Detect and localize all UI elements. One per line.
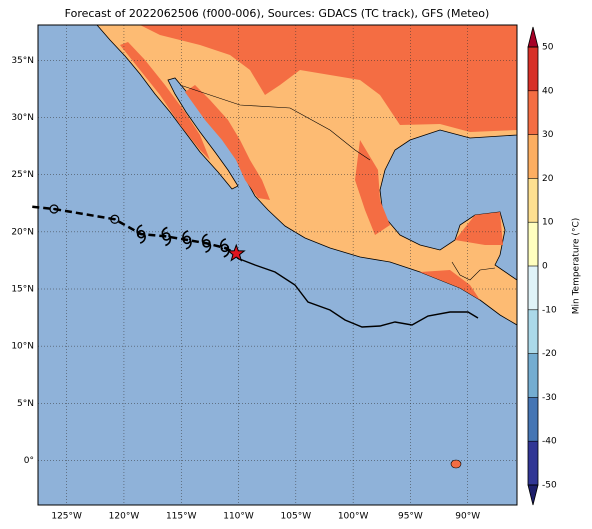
colorbar-tick-label: 40 [542, 86, 554, 96]
colorbar-tick-label: 10 [542, 218, 554, 228]
border [179, 84, 371, 161]
y-tick-label: 35°N [11, 56, 34, 66]
colorbar-band [528, 441, 538, 485]
x-tick-label: 110°W [223, 512, 254, 522]
storm-symbol [182, 230, 192, 250]
colorbar-band [528, 353, 538, 398]
colorbar-band [528, 397, 538, 442]
colorbar-band [528, 309, 538, 354]
y-tick-label: 30°N [11, 113, 34, 123]
x-tick-label: 100°W [338, 512, 369, 522]
y-tick-label: 5°N [17, 399, 34, 409]
colorbar-band [528, 222, 538, 266]
colorbar-band [528, 134, 538, 179]
x-tick-label: 90°W [455, 512, 480, 522]
past-track [32, 205, 237, 255]
colorbar-tick-label: 50 [542, 43, 554, 53]
land [96, 25, 517, 469]
colorbar-band [528, 178, 538, 223]
warm-region [185, 85, 270, 200]
x-tick-label: 125°W [51, 512, 82, 522]
y-tick-label: 15°N [11, 285, 34, 295]
y-tick-label: 10°N [11, 342, 34, 352]
y-tick-label: 0° [24, 456, 34, 466]
x-tick-label: 115°W [166, 512, 197, 522]
warm-region [420, 270, 480, 300]
old-position-dot [53, 208, 56, 210]
storm-symbol [136, 224, 146, 244]
y-tick-label: 25°N [11, 170, 34, 180]
current-position [226, 243, 246, 262]
colorbar-label: Min Temperature (°C) [572, 218, 582, 315]
colorbar-tick-label: -20 [542, 349, 557, 359]
warm-region [120, 42, 210, 160]
map-frame [37, 24, 518, 506]
border [451, 261, 496, 281]
x-tick-label: 95°W [398, 512, 423, 522]
map-title: Forecast of 2022062506 (f000-006), Sourc… [65, 7, 490, 20]
warm-region [455, 212, 503, 245]
colorbar-tick-label: 0 [542, 262, 548, 272]
warm-region [355, 140, 390, 235]
colorbar-band [528, 47, 538, 91]
old-position-dot [113, 218, 116, 221]
island [450, 459, 462, 469]
x-tick-label: 105°W [281, 512, 312, 522]
colorbar-tick-label: -50 [542, 481, 557, 491]
colorbar-tick-label: 20 [542, 174, 554, 184]
colorbar-band [528, 266, 538, 310]
colorbar-extend-low [527, 484, 539, 506]
storm-symbol [201, 233, 212, 254]
storm-symbol [161, 226, 172, 247]
colorbar-tick-label: -40 [542, 437, 557, 447]
old-position [110, 214, 120, 224]
colorbar-tick-label: -10 [542, 305, 557, 315]
warm-region [140, 25, 517, 132]
forecast-track [236, 257, 479, 328]
colorbar-tick-label: -30 [542, 393, 557, 403]
colorbar-tick-label: 30 [542, 130, 554, 140]
old-position [49, 204, 59, 214]
colorbar-extend-high [527, 26, 539, 48]
y-tick-label: 20°N [11, 227, 34, 237]
colorbar-band [528, 90, 538, 135]
x-tick-label: 120°W [109, 512, 140, 522]
